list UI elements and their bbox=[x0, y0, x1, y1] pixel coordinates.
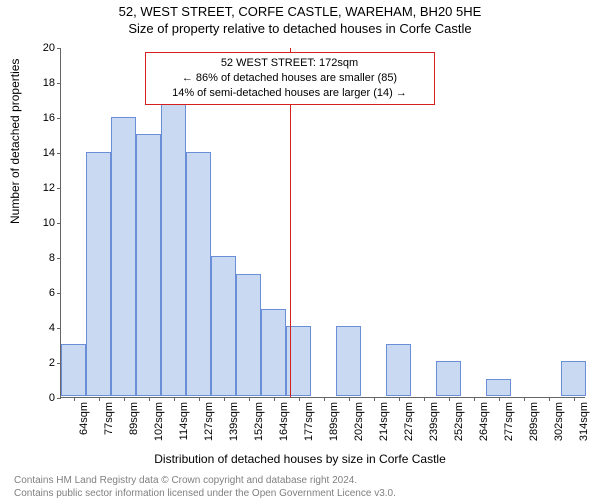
callout-line-2: ← 86% of detached houses are smaller (85… bbox=[154, 71, 426, 86]
y-tick-label: 4 bbox=[25, 322, 55, 334]
x-tick-mark bbox=[374, 397, 375, 401]
x-tick-mark bbox=[499, 397, 500, 401]
x-tick-mark bbox=[424, 397, 425, 401]
y-tick-label: 18 bbox=[25, 77, 55, 89]
plot-area: 0246810121416182064sqm77sqm89sqm102sqm11… bbox=[60, 48, 585, 398]
x-tick-mark bbox=[199, 397, 200, 401]
histogram-bar bbox=[261, 309, 286, 396]
x-tick-label: 152sqm bbox=[253, 402, 265, 441]
histogram-bar bbox=[236, 274, 261, 396]
credits: Contains HM Land Registry data © Crown c… bbox=[14, 474, 396, 500]
x-tick-label: 239sqm bbox=[428, 402, 440, 441]
x-tick-label: 114sqm bbox=[178, 402, 190, 440]
x-tick-mark bbox=[324, 397, 325, 401]
histogram-bar bbox=[436, 361, 461, 396]
histogram-bar bbox=[161, 82, 186, 396]
y-tick-label: 14 bbox=[25, 147, 55, 159]
x-tick-mark bbox=[99, 397, 100, 401]
y-tick-mark bbox=[57, 118, 61, 119]
x-tick-label: 314sqm bbox=[578, 402, 590, 441]
x-tick-label: 89sqm bbox=[128, 402, 140, 435]
y-tick-mark bbox=[57, 223, 61, 224]
y-tick-mark bbox=[57, 188, 61, 189]
x-tick-label: 302sqm bbox=[553, 402, 565, 441]
y-tick-label: 0 bbox=[25, 392, 55, 404]
chart-container: 0246810121416182064sqm77sqm89sqm102sqm11… bbox=[60, 48, 585, 398]
x-tick-mark bbox=[399, 397, 400, 401]
callout-line-1: 52 WEST STREET: 172sqm bbox=[154, 56, 426, 71]
x-tick-label: 277sqm bbox=[503, 402, 515, 441]
histogram-bar bbox=[186, 152, 211, 396]
y-tick-mark bbox=[57, 328, 61, 329]
x-tick-label: 164sqm bbox=[278, 402, 290, 441]
x-tick-mark bbox=[524, 397, 525, 401]
x-tick-mark bbox=[449, 397, 450, 401]
x-tick-mark bbox=[474, 397, 475, 401]
x-tick-label: 252sqm bbox=[453, 402, 465, 441]
y-tick-label: 8 bbox=[25, 252, 55, 264]
x-tick-mark bbox=[74, 397, 75, 401]
address-title: 52, WEST STREET, CORFE CASTLE, WAREHAM, … bbox=[0, 4, 600, 19]
y-tick-mark bbox=[57, 48, 61, 49]
y-tick-mark bbox=[57, 153, 61, 154]
y-tick-label: 16 bbox=[25, 112, 55, 124]
x-tick-mark bbox=[249, 397, 250, 401]
x-tick-mark bbox=[149, 397, 150, 401]
histogram-bar bbox=[61, 344, 86, 396]
x-tick-mark bbox=[574, 397, 575, 401]
y-tick-mark bbox=[57, 398, 61, 399]
y-tick-label: 6 bbox=[25, 287, 55, 299]
x-tick-label: 289sqm bbox=[528, 402, 540, 441]
x-tick-mark bbox=[224, 397, 225, 401]
x-axis-label: Distribution of detached houses by size … bbox=[0, 452, 600, 466]
y-tick-label: 20 bbox=[25, 42, 55, 54]
x-tick-label: 177sqm bbox=[303, 402, 315, 441]
y-tick-mark bbox=[57, 293, 61, 294]
histogram-bar bbox=[86, 152, 111, 396]
y-tick-label: 10 bbox=[25, 217, 55, 229]
credits-line-1: Contains HM Land Registry data © Crown c… bbox=[14, 474, 396, 487]
histogram-bar bbox=[336, 326, 361, 396]
x-tick-label: 127sqm bbox=[203, 402, 215, 441]
x-tick-label: 264sqm bbox=[478, 402, 490, 441]
x-tick-label: 64sqm bbox=[78, 402, 90, 435]
x-tick-mark bbox=[274, 397, 275, 401]
x-tick-mark bbox=[299, 397, 300, 401]
y-tick-label: 2 bbox=[25, 357, 55, 369]
x-tick-mark bbox=[349, 397, 350, 401]
x-tick-mark bbox=[549, 397, 550, 401]
histogram-bar bbox=[486, 379, 511, 396]
histogram-bar bbox=[386, 344, 411, 396]
x-tick-mark bbox=[124, 397, 125, 401]
y-tick-mark bbox=[57, 83, 61, 84]
x-tick-label: 227sqm bbox=[403, 402, 415, 441]
x-tick-label: 214sqm bbox=[378, 402, 390, 441]
histogram-bar bbox=[136, 134, 161, 396]
x-tick-label: 202sqm bbox=[353, 402, 365, 441]
x-tick-label: 102sqm bbox=[153, 402, 165, 441]
credits-line-2: Contains public sector information licen… bbox=[14, 487, 396, 500]
histogram-bar bbox=[211, 256, 236, 396]
x-tick-label: 189sqm bbox=[328, 402, 340, 441]
callout-line-3: 14% of semi-detached houses are larger (… bbox=[154, 86, 426, 101]
x-tick-mark bbox=[174, 397, 175, 401]
y-axis-label: Number of detached properties bbox=[8, 59, 22, 224]
x-tick-label: 77sqm bbox=[103, 402, 115, 435]
chart-subtitle: Size of property relative to detached ho… bbox=[0, 21, 600, 36]
histogram-bar bbox=[561, 361, 586, 396]
y-tick-mark bbox=[57, 258, 61, 259]
x-tick-label: 139sqm bbox=[228, 402, 240, 441]
y-tick-label: 12 bbox=[25, 182, 55, 194]
histogram-bar bbox=[111, 117, 136, 396]
marker-callout: 52 WEST STREET: 172sqm← 86% of detached … bbox=[145, 52, 435, 105]
